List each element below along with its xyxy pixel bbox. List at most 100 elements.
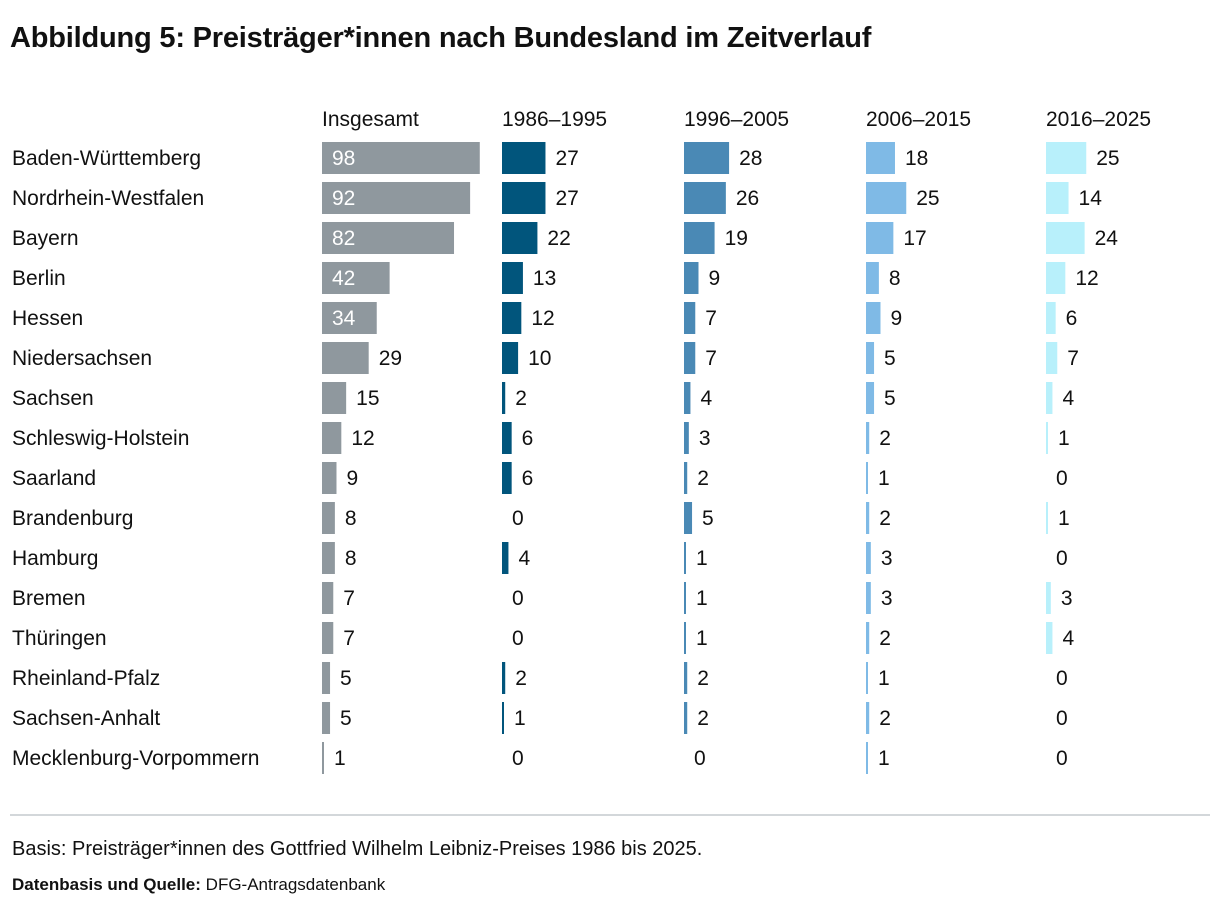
category-label: Thüringen (12, 627, 107, 650)
data-label: 2 (879, 427, 891, 450)
data-label: 26 (736, 187, 759, 210)
series-header: 2016–2025 (1046, 108, 1151, 131)
data-label: 0 (1056, 467, 1068, 490)
bar (502, 702, 504, 734)
data-label: 5 (884, 387, 896, 410)
bar (1046, 262, 1066, 294)
bar (684, 582, 686, 614)
divider (10, 814, 1210, 816)
bar (1046, 302, 1056, 334)
data-label: 25 (916, 187, 939, 210)
data-label: 27 (555, 147, 578, 170)
bar (1046, 622, 1053, 654)
data-label: 7 (343, 587, 355, 610)
bar (866, 342, 875, 374)
bar (322, 142, 480, 174)
data-label: 1 (1058, 427, 1070, 450)
category-label: Hessen (12, 307, 83, 330)
bar (1046, 382, 1053, 414)
data-label: 0 (1056, 707, 1068, 730)
data-label: 1 (696, 547, 708, 570)
bar (1046, 222, 1085, 254)
category-label: Baden-Württemberg (12, 147, 201, 170)
data-label: 0 (1056, 667, 1068, 690)
bar (502, 142, 546, 174)
data-label: 24 (1095, 227, 1119, 250)
data-label: 1 (878, 467, 890, 490)
data-label: 3 (1061, 587, 1073, 610)
bar (866, 422, 870, 454)
category-label: Brandenburg (12, 507, 133, 530)
data-label: 0 (512, 627, 524, 650)
data-label: 7 (1067, 347, 1079, 370)
bar (322, 622, 334, 654)
data-label: 2 (697, 707, 709, 730)
bar (684, 502, 693, 534)
data-label: 8 (889, 267, 901, 290)
data-label: 8 (345, 507, 357, 530)
data-label: 13 (533, 267, 556, 290)
data-label: 4 (1062, 387, 1074, 410)
bar (684, 462, 688, 494)
bar (502, 662, 506, 694)
series-header: 1996–2005 (684, 108, 789, 131)
bar (1046, 142, 1087, 174)
bar (502, 542, 509, 574)
data-label: 29 (379, 347, 402, 370)
footnote-source: Datenbasis und Quelle: DFG-Antragsdatenb… (12, 875, 385, 895)
data-label: 5 (340, 667, 352, 690)
data-label: 0 (1056, 747, 1068, 770)
data-label: 12 (351, 427, 374, 450)
data-label: 2 (879, 627, 891, 650)
series-header: 1986–1995 (502, 108, 607, 131)
data-label: 1 (696, 587, 708, 610)
category-label: Sachsen-Anhalt (12, 707, 160, 730)
data-label: 28 (739, 147, 762, 170)
data-label: 0 (512, 507, 524, 530)
bar (322, 462, 337, 494)
bar (502, 302, 522, 334)
data-label: 9 (890, 307, 902, 330)
bar (684, 222, 715, 254)
data-label: 0 (1056, 547, 1068, 570)
data-label: 3 (699, 427, 711, 450)
bar (866, 262, 879, 294)
data-label: 3 (881, 587, 893, 610)
data-label: 12 (531, 307, 554, 330)
bar (684, 422, 689, 454)
bar (502, 342, 519, 374)
chart: Baden-Württemberg Nordrhein-Westfalen Baye… (12, 108, 1151, 774)
data-label: 1 (696, 627, 708, 650)
data-label: 5 (702, 507, 714, 530)
bar (866, 702, 870, 734)
data-label: 2 (879, 507, 891, 530)
data-label: 98 (332, 147, 355, 170)
data-label: 82 (332, 227, 355, 250)
data-label: 0 (512, 587, 524, 610)
data-label: 7 (705, 307, 717, 330)
data-label: 1 (334, 747, 346, 770)
category-label: Berlin (12, 267, 66, 290)
bar (684, 182, 726, 214)
bar (502, 462, 512, 494)
bar (866, 382, 875, 414)
bar (1046, 342, 1058, 374)
data-label: 12 (1075, 267, 1098, 290)
category-label: Bayern (12, 227, 79, 250)
bar (866, 222, 894, 254)
bar (322, 302, 377, 334)
data-label: 25 (1096, 147, 1119, 170)
data-label: 1 (1058, 507, 1070, 530)
data-label: 92 (332, 187, 355, 210)
data-label: 17 (903, 227, 926, 250)
source-label: Datenbasis und Quelle: (12, 875, 201, 894)
data-label: 1 (878, 747, 890, 770)
data-label: 2 (515, 667, 527, 690)
bar (684, 142, 730, 174)
bar (322, 222, 455, 254)
category-label: Rheinland-Pfalz (12, 667, 160, 690)
data-label: 14 (1079, 187, 1103, 210)
bar (322, 542, 335, 574)
bar (866, 182, 907, 214)
bar (1046, 182, 1069, 214)
